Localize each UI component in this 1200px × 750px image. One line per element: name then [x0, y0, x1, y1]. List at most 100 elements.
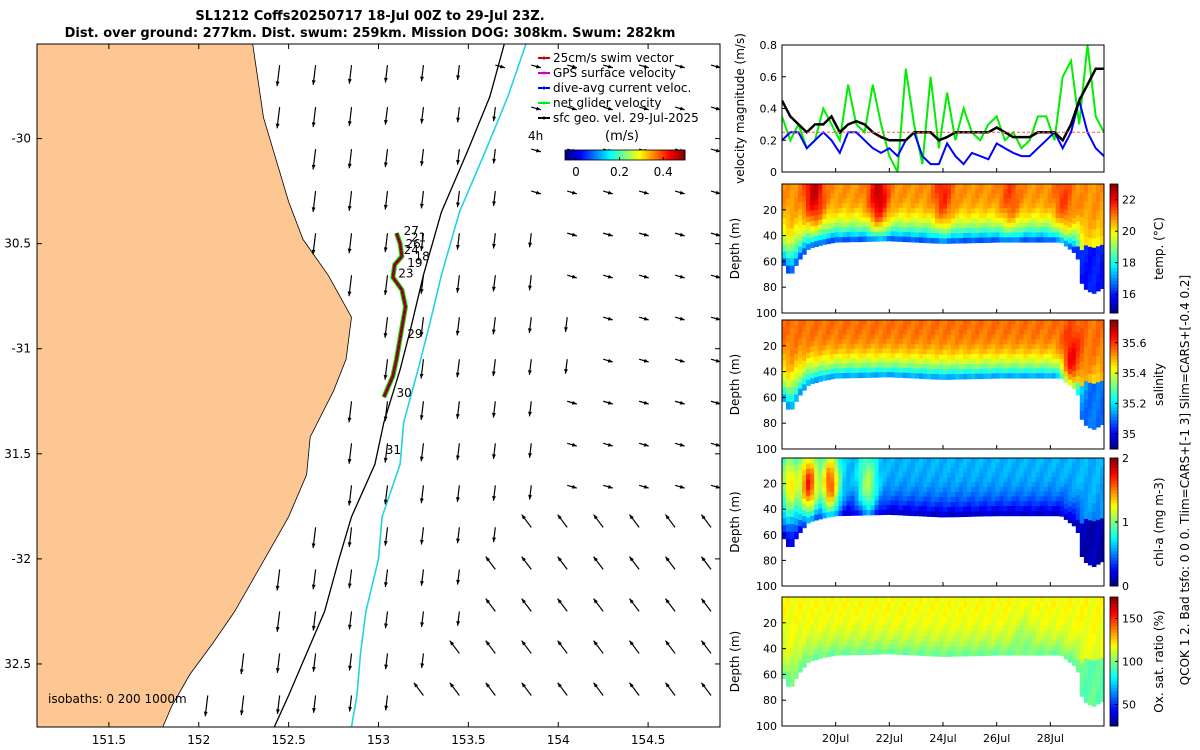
profile-cell	[866, 198, 872, 204]
profile-cell	[786, 597, 791, 605]
profile-cell	[806, 602, 811, 609]
profile-cell	[995, 349, 1000, 355]
profile-cell	[862, 207, 868, 214]
profile-cell	[1083, 355, 1089, 365]
profile-cell	[834, 597, 839, 603]
day-label: 18	[414, 249, 429, 263]
profile-cell	[971, 496, 976, 503]
profile-cell	[1059, 511, 1065, 517]
profile-cell	[814, 325, 819, 331]
profile-cell	[878, 222, 884, 228]
profile-cell	[1083, 280, 1089, 290]
profile-cell	[987, 501, 992, 507]
profile-cell	[995, 630, 1000, 637]
profile-cell	[842, 496, 847, 502]
profile-cell	[822, 512, 827, 519]
velocity-arrowhead	[419, 246, 424, 251]
profile-cell	[874, 231, 880, 237]
colorbar-cell	[587, 150, 590, 160]
profile-cell	[850, 467, 855, 473]
profile-cell	[1007, 373, 1012, 379]
profile-cell	[1019, 349, 1025, 355]
profile-cell	[890, 207, 896, 213]
profile-cell	[1015, 324, 1021, 331]
profile-cell	[959, 344, 964, 350]
profile-cell	[975, 611, 980, 618]
profile-cell	[1096, 228, 1101, 238]
profile-cell	[951, 184, 956, 190]
profile-cell	[939, 487, 944, 493]
profile-cell	[1087, 255, 1093, 266]
profile-cell	[862, 491, 868, 497]
profile-cell	[1043, 227, 1049, 233]
colorbar-cell	[643, 150, 646, 160]
profile-cell	[975, 597, 980, 603]
profile-cell	[806, 651, 811, 658]
profile-cell	[1083, 398, 1089, 409]
profile-cell	[874, 334, 880, 340]
profile-cell	[798, 476, 803, 484]
profile-cell	[890, 353, 896, 359]
profile-cell	[1039, 373, 1045, 379]
profile-cell	[959, 651, 964, 657]
profile-cell	[1043, 501, 1049, 507]
profile-cell	[794, 637, 799, 645]
profile-cell	[910, 237, 916, 243]
profile-cell	[1007, 193, 1012, 200]
profile-cell	[922, 640, 928, 647]
profile-cell	[790, 184, 795, 192]
profile-cell	[1039, 467, 1045, 473]
profile-cell	[1023, 621, 1029, 627]
velocity-arrowhead	[456, 75, 461, 81]
profile-cell	[1071, 491, 1077, 499]
profile-cell	[882, 601, 888, 607]
velocity-arrowhead	[643, 190, 649, 195]
profile-cell	[1075, 209, 1081, 216]
profile-cell	[786, 349, 791, 358]
colorbar-cell	[1110, 267, 1118, 272]
profile-cell	[939, 646, 944, 652]
profile-cell	[939, 502, 944, 508]
profile-cell	[874, 203, 880, 209]
profile-cell	[1011, 217, 1016, 224]
profile-cell	[794, 231, 799, 239]
profile-cell	[822, 184, 827, 190]
profile-cell	[1071, 653, 1077, 661]
profile-cell	[987, 232, 992, 238]
profile-cell	[930, 223, 936, 229]
profile-cell	[898, 343, 904, 350]
profile-cell	[854, 329, 860, 335]
profile-cell	[975, 368, 980, 375]
profile-cell	[910, 188, 916, 195]
profile-cell	[906, 236, 912, 243]
profile-cell	[991, 477, 996, 483]
profile-cell	[1023, 501, 1029, 507]
profile-cell	[1087, 623, 1093, 634]
profile-cell	[1019, 482, 1025, 488]
profile-cell	[882, 500, 888, 506]
profile-cell	[975, 339, 980, 345]
profile-cell	[798, 482, 803, 490]
velocity-arrowhead	[383, 499, 388, 505]
profile-cell	[930, 349, 936, 355]
profile-cell	[1035, 472, 1041, 478]
profile-cell	[943, 228, 948, 234]
profile-cell	[910, 203, 916, 209]
velocity-arrowhead	[275, 81, 280, 87]
profile-cell	[842, 501, 847, 507]
colorbar-cell	[1110, 690, 1118, 695]
profile-cell	[995, 339, 1000, 345]
profile-cell	[918, 482, 924, 488]
profile-cell	[1063, 504, 1069, 510]
profile-cell	[830, 232, 835, 239]
profile-cell	[910, 621, 916, 627]
profile-cell	[1083, 262, 1089, 273]
profile-cell	[830, 228, 835, 234]
profile-cell	[1083, 658, 1089, 668]
profile-cell	[1091, 494, 1097, 504]
profile-cell	[850, 486, 855, 492]
profile-cell	[935, 482, 940, 488]
profile-cell	[975, 601, 980, 608]
colorbar-cell	[1110, 222, 1118, 227]
profile-cell	[1100, 475, 1104, 485]
